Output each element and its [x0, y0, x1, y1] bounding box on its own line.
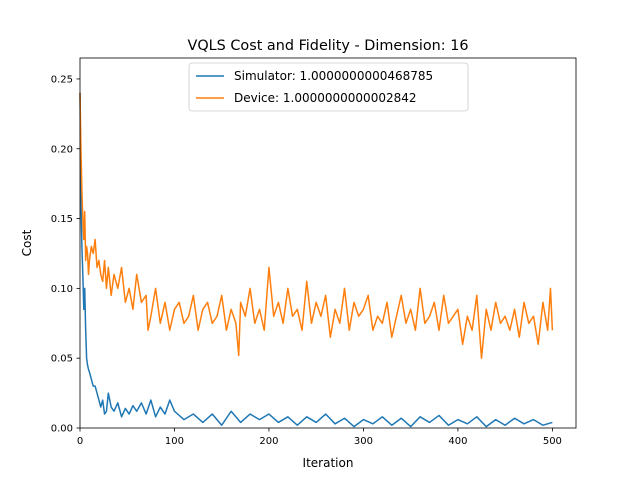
- x-axis-label: Iteration: [303, 456, 354, 470]
- legend: Simulator: 1.0000000000468785 Device: 1.…: [188, 62, 469, 112]
- x-tick-label: 400: [448, 436, 467, 447]
- series-line-0: [79, 92, 553, 428]
- x-tick-label: 200: [259, 436, 278, 447]
- series-layer: [79, 92, 554, 428]
- x-tick-label: 0: [77, 436, 83, 447]
- chart-title: VQLS Cost and Fidelity - Dimension: 16: [187, 38, 468, 54]
- x-tick-label: 300: [354, 436, 373, 447]
- plot-frame: [79, 57, 577, 429]
- legend-label-device: Device: 1.0000000000002842: [234, 91, 417, 105]
- legend-label-simulator: Simulator: 1.0000000000468785: [234, 69, 433, 83]
- y-tick-label: 0.05: [51, 354, 73, 365]
- y-tick-label: 0.10: [51, 284, 73, 295]
- y-axis-label: Cost: [20, 229, 34, 256]
- x-tick-label: 500: [543, 436, 562, 447]
- y-tick-label: 0.20: [51, 144, 73, 155]
- x-tick-label: 100: [165, 436, 184, 447]
- plot-area: [79, 57, 577, 429]
- x-axis: 0 100 200 300 400 500: [77, 428, 562, 447]
- y-tick-label: 0.15: [51, 214, 73, 225]
- series-line-1: [79, 92, 554, 359]
- y-tick-label: 0.00: [51, 424, 73, 435]
- legend-box: [188, 62, 469, 112]
- y-tick-label: 0.25: [51, 74, 73, 85]
- y-axis: 0.00 0.05 0.10 0.15 0.20 0.25: [51, 74, 80, 435]
